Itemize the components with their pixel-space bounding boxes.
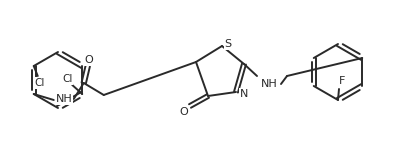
Text: O: O bbox=[84, 55, 93, 65]
Text: O: O bbox=[179, 107, 188, 117]
Text: N: N bbox=[239, 89, 247, 99]
Text: F: F bbox=[338, 76, 344, 86]
Text: Cl: Cl bbox=[62, 74, 72, 84]
Text: S: S bbox=[224, 39, 231, 49]
Text: NH: NH bbox=[260, 79, 277, 89]
Text: Cl: Cl bbox=[34, 78, 45, 88]
Text: NH: NH bbox=[55, 94, 72, 104]
